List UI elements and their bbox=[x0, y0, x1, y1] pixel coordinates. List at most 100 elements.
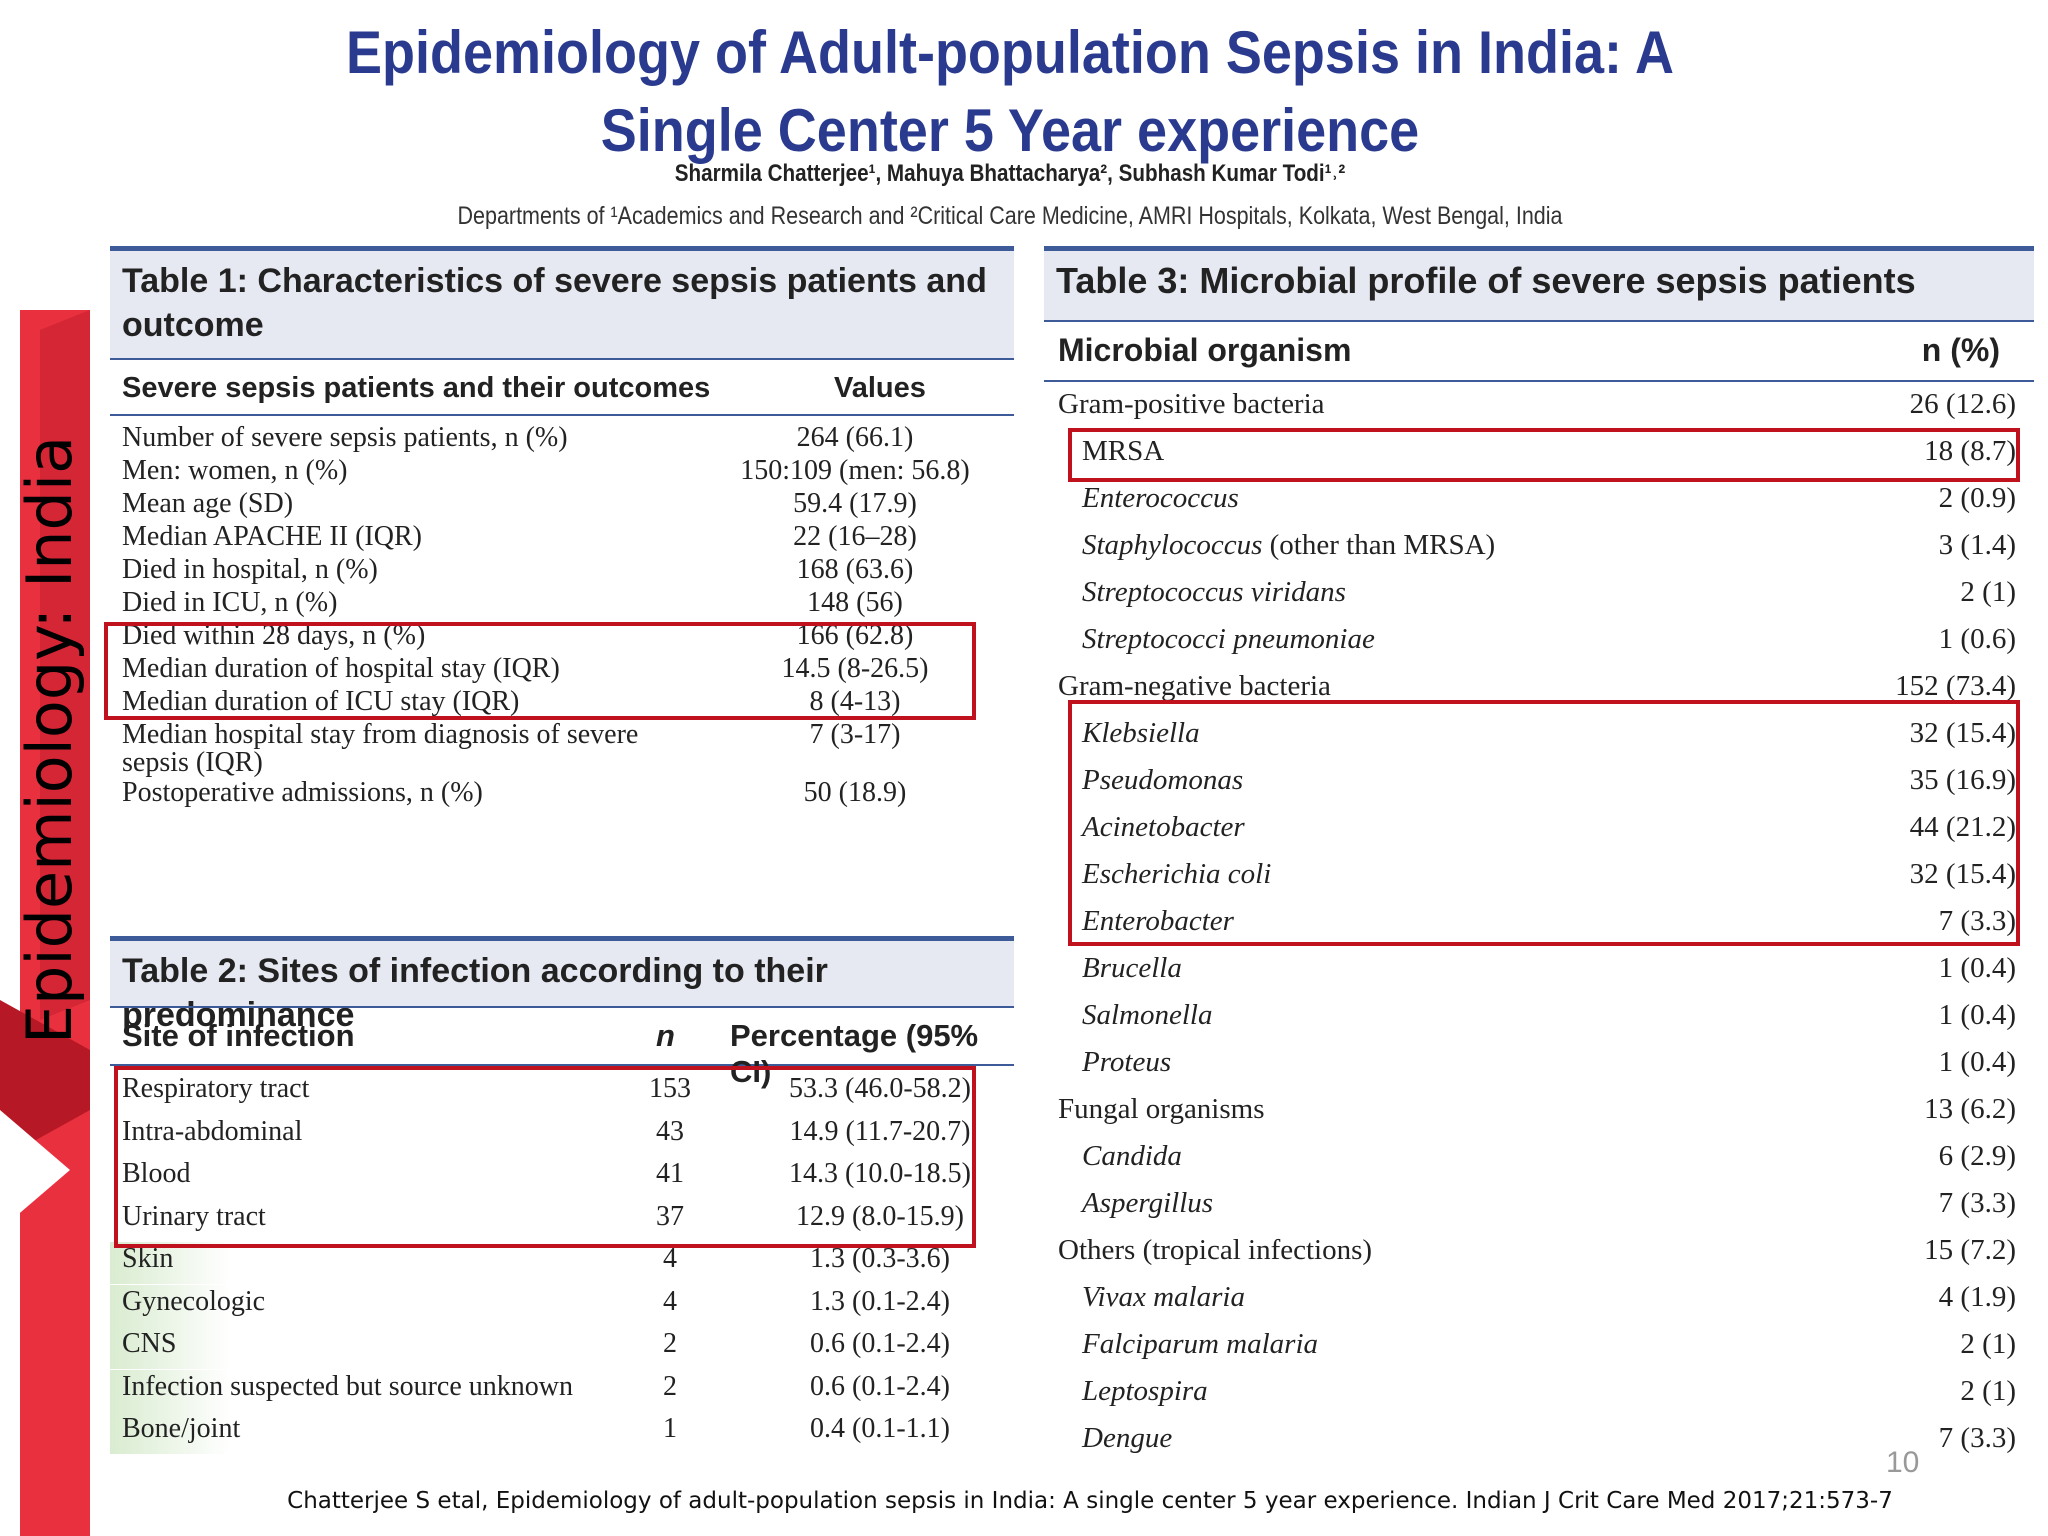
table-row: Median hospital stay from diagnosis of s… bbox=[110, 721, 1014, 779]
table-1-caption: Table 1: Characteristics of severe sepsi… bbox=[110, 246, 1014, 360]
organism-note: (other than MRSA) bbox=[1262, 529, 1496, 561]
table-2-col-n: n bbox=[656, 1018, 675, 1053]
table-row: Acinetobacter 44 (21.2) bbox=[1044, 807, 2034, 853]
table-row: Leptospira 2 (1) bbox=[1044, 1371, 2034, 1417]
row-n-percent: 7 (3.3) bbox=[1938, 1422, 2016, 1454]
row-pct: 0.4 (0.1-1.1) bbox=[810, 1413, 950, 1444]
row-organism-sub: Pseudomonas bbox=[1082, 760, 1243, 800]
row-organism-sub: Streptococci pneumoniae bbox=[1082, 619, 1375, 659]
row-pct: 1.3 (0.1-2.4) bbox=[810, 1285, 950, 1317]
highlight-box-top-infection-sites bbox=[114, 1066, 976, 1248]
row-organism-sub: Brucella bbox=[1082, 948, 1182, 988]
table-row: Mean age (SD) 59.4 (17.9) bbox=[110, 490, 1014, 523]
row-n-percent: 44 (21.2) bbox=[1909, 811, 2016, 843]
table-2-body: Respiratory tract 153 53.3 (46.0-58.2) Intr… bbox=[110, 1066, 1014, 1456]
row-n-percent: 35 (16.9) bbox=[1909, 764, 2016, 796]
table-row: Gram-negative bacteria 152 (73.4) bbox=[1044, 666, 2034, 712]
row-pct: 0.6 (0.1-2.4) bbox=[810, 1370, 950, 1402]
row-site: Bone/joint bbox=[122, 1413, 241, 1444]
organism-name: Gram-positive bacteria bbox=[1058, 388, 1325, 420]
row-n-percent: 7 (3.3) bbox=[1938, 1187, 2016, 1219]
row-site: Urinary tract bbox=[122, 1200, 266, 1232]
organism-name: Dengue bbox=[1082, 1422, 1173, 1454]
table-1-header: Severe sepsis patients and their outcome… bbox=[110, 360, 1014, 416]
organism-name: Vivax malaria bbox=[1082, 1281, 1245, 1313]
table-1-col-value: Values bbox=[834, 372, 926, 404]
row-pct: 14.9 (11.7-20.7) bbox=[789, 1115, 971, 1147]
table-row: Enterococcus 2 (0.9) bbox=[1044, 478, 2034, 524]
row-tint bbox=[110, 1369, 230, 1412]
row-n-percent: 26 (12.6) bbox=[1909, 388, 2016, 420]
row-value: 7 (3-17) bbox=[809, 719, 901, 750]
row-n: 1 bbox=[663, 1413, 677, 1444]
row-n: 43 bbox=[656, 1115, 684, 1147]
row-n: 2 bbox=[663, 1328, 677, 1359]
row-n: 4 bbox=[663, 1285, 677, 1317]
row-n: 37 bbox=[656, 1200, 684, 1232]
row-n-percent: 6 (2.9) bbox=[1938, 1140, 2016, 1172]
row-n-percent: 3 (1.4) bbox=[1938, 529, 2016, 561]
row-tint bbox=[110, 1242, 230, 1284]
row-n-percent: 152 (73.4) bbox=[1895, 670, 2016, 702]
organism-name: Pseudomonas bbox=[1082, 764, 1244, 796]
organism-name: Escherichia coli bbox=[1082, 858, 1272, 890]
table-row: Vivax malaria 4 (1.9) bbox=[1044, 1277, 2034, 1323]
table-2: Table 2: Sites of infection according to… bbox=[110, 936, 1014, 1456]
table-row: Median duration of hospital stay (IQR) 14… bbox=[110, 655, 1014, 688]
row-organism-group: Gram-positive bacteria bbox=[1058, 384, 1325, 424]
row-pct: 1.3 (0.3-3.6) bbox=[810, 1243, 950, 1274]
row-label: Median duration of hospital stay (IQR) bbox=[122, 653, 560, 684]
table-1-body: Number of severe sepsis patients, n (%) 2… bbox=[110, 416, 1014, 936]
row-organism-group: Fungal organisms bbox=[1058, 1089, 1265, 1129]
row-n-percent: 15 (7.2) bbox=[1924, 1234, 2016, 1266]
row-organism-group: Gram-negative bacteria bbox=[1058, 666, 1331, 706]
affiliation: Departments of ¹Academics and Research a… bbox=[457, 202, 1563, 230]
row-n-percent: 1 (0.4) bbox=[1938, 1046, 2016, 1078]
row-site: Intra-abdominal bbox=[122, 1115, 303, 1147]
organism-name: Aspergillus bbox=[1082, 1187, 1214, 1219]
row-pct: 14.3 (10.0-18.5) bbox=[789, 1158, 971, 1189]
highlight-box-mrsa bbox=[1068, 428, 2020, 482]
organism-name: Gram-negative bacteria bbox=[1058, 670, 1331, 702]
row-site: Infection suspected but source unknown bbox=[122, 1370, 573, 1402]
table-row: Pseudomonas 35 (16.9) bbox=[1044, 760, 2034, 806]
table-row: Skin 4 1.3 (0.3-3.6) bbox=[110, 1242, 1014, 1284]
organism-name: Klebsiella bbox=[1082, 717, 1200, 749]
row-value: 264 (66.1) bbox=[796, 422, 914, 453]
table-2-caption: Table 2: Sites of infection according to… bbox=[110, 936, 1014, 1034]
row-site: CNS bbox=[122, 1328, 177, 1359]
table-row: Died in ICU, n (%) 148 (56) bbox=[110, 589, 1014, 622]
table-row: Gram-positive bacteria 26 (12.6) bbox=[1044, 384, 2034, 430]
table-row: Streptococcus viridans 2 (1) bbox=[1044, 572, 2034, 618]
row-n: 41 bbox=[656, 1158, 684, 1189]
row-label: Died in ICU, n (%) bbox=[122, 587, 338, 618]
row-n: 2 bbox=[663, 1370, 677, 1402]
row-pct: 0.6 (0.1-2.4) bbox=[810, 1328, 950, 1359]
row-value: 150:109 (men: 56.8) bbox=[740, 455, 970, 486]
row-value: 14.5 (8-26.5) bbox=[781, 653, 929, 684]
side-label: Epidemiology: India bbox=[13, 435, 86, 1045]
organism-name: Acinetobacter bbox=[1082, 811, 1245, 843]
highlight-box-icu-mortality bbox=[104, 622, 976, 720]
table-row: Salmonella 1 (0.4) bbox=[1044, 995, 2034, 1041]
row-n-percent: 2 (1) bbox=[1960, 576, 2016, 608]
row-label: Died within 28 days, n (%) bbox=[122, 620, 426, 651]
organism-name: Enterobacter bbox=[1082, 905, 1234, 937]
table-row: Bone/joint 1 0.4 (0.1-1.1) bbox=[110, 1412, 1014, 1454]
row-value: 50 (18.9) bbox=[803, 777, 907, 808]
table-row: Men: women, n (%) 150:109 (men: 56.8) bbox=[110, 457, 1014, 490]
row-value: 166 (62.8) bbox=[796, 620, 914, 651]
highlight-box-gram-negative bbox=[1068, 700, 2020, 946]
row-tint bbox=[110, 1327, 230, 1369]
table-row: Intra-abdominal 43 14.9 (11.7-20.7) bbox=[110, 1115, 1014, 1157]
row-site: Gynecologic bbox=[122, 1285, 266, 1317]
row-n: 153 bbox=[649, 1073, 691, 1104]
organism-name: Others (tropical infections) bbox=[1058, 1234, 1373, 1266]
table-row: Dengue 7 (3.3) bbox=[1044, 1418, 2034, 1464]
organism-name: Leptospira bbox=[1082, 1375, 1208, 1407]
table-row: Escherichia coli 32 (15.4) bbox=[1044, 854, 2034, 900]
row-organism-sub: Vivax malaria bbox=[1082, 1277, 1245, 1317]
table-row: Median APACHE II (IQR) 22 (16–28) bbox=[110, 523, 1014, 556]
row-n-percent: 1 (0.4) bbox=[1938, 999, 2016, 1031]
decorative-ribbon bbox=[0, 310, 90, 1536]
